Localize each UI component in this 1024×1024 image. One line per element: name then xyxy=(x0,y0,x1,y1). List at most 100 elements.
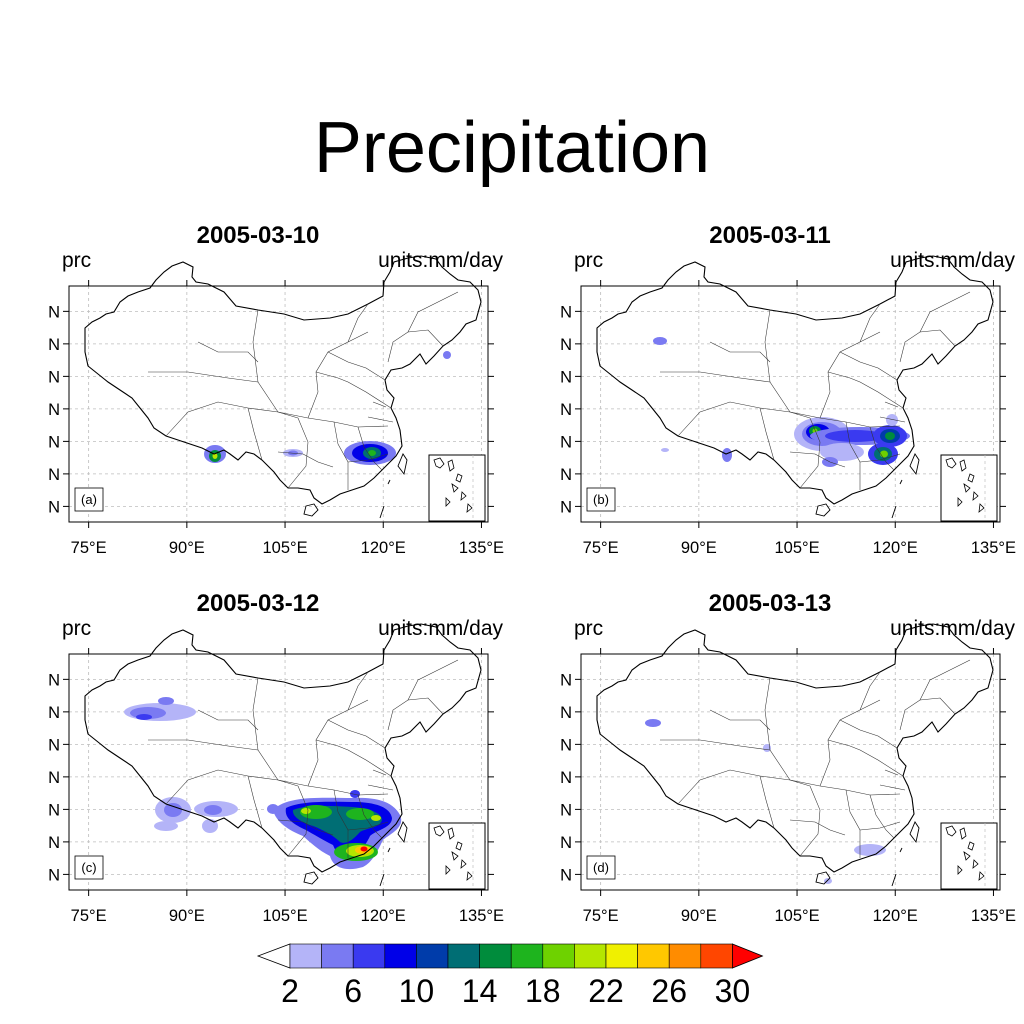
lat-tick-label: 35°N xyxy=(48,769,60,787)
lat-tick-label: 50°N xyxy=(48,671,60,689)
national-border xyxy=(84,623,482,873)
lon-tick-label: 105°E xyxy=(774,539,819,557)
province-border xyxy=(327,719,386,749)
inset-island xyxy=(978,871,985,881)
inset-island xyxy=(466,871,473,881)
panel-date-title: 2005-03-10 xyxy=(196,222,320,249)
panel-tag-text: (c) xyxy=(81,860,96,875)
province-border xyxy=(764,677,791,781)
colorbar-box xyxy=(574,943,607,969)
province-border xyxy=(367,416,394,423)
map-svg-d: 20°N 25°N 30°N 35°N 40°N 45°N 50°N 75°E 90°E 105°… xyxy=(560,623,1016,925)
inset-frame xyxy=(940,822,998,890)
colorbar-box xyxy=(542,943,575,969)
lon-tick-label: 90°E xyxy=(681,539,717,557)
china-boundary xyxy=(84,255,482,519)
lon-tick-label: 135°E xyxy=(459,539,504,557)
lat-tick-label: 30°N xyxy=(48,433,60,451)
coastline-fragment xyxy=(899,479,903,485)
inset-frame xyxy=(428,822,486,890)
hainan-island xyxy=(303,503,319,517)
colorbar-label: 30 xyxy=(715,973,751,1009)
colorbar-label: 26 xyxy=(651,973,687,1009)
province-border xyxy=(819,699,881,787)
province-border xyxy=(764,309,791,413)
province-border xyxy=(660,739,771,751)
province-border xyxy=(919,659,971,701)
coastline-fragment xyxy=(899,847,903,853)
inset-island xyxy=(455,841,463,851)
variable-label: prc xyxy=(62,617,92,640)
lat-tick-label: 35°N xyxy=(560,401,572,419)
province-border xyxy=(307,699,369,787)
inset-island xyxy=(466,503,473,513)
colorbar-box xyxy=(700,943,733,969)
lat-tick-label: 30°N xyxy=(48,801,60,819)
colorbar-box xyxy=(416,943,449,969)
province-border xyxy=(827,739,904,777)
province-border xyxy=(859,671,881,711)
national-border xyxy=(596,623,994,873)
map-svg-b: 20°N 25°N 30°N 35°N 40°N 45°N 50°N 75°E 90°E 105°… xyxy=(560,255,1016,557)
province-border xyxy=(899,697,956,731)
panel-tag-text: (d) xyxy=(593,860,609,875)
province-border xyxy=(709,709,771,731)
lat-tick-label: 45°N xyxy=(48,336,60,354)
province-border xyxy=(287,785,309,857)
main-title: Precipitation xyxy=(313,108,711,188)
province-border xyxy=(333,789,349,858)
coastline-fragment xyxy=(891,505,897,519)
map-svg-a: 20°N 25°N 30°N 35°N 40°N 45°N 50°N 75°E 90°E 105°… xyxy=(48,255,504,557)
lon-tick-label: 90°E xyxy=(169,907,205,925)
south-china-sea-inset xyxy=(428,454,486,522)
lon-tick-label: 90°E xyxy=(169,539,205,557)
lon-tick-label: 75°E xyxy=(71,907,107,925)
colorbar-box xyxy=(510,943,544,969)
precip-contours xyxy=(653,337,910,467)
province-border xyxy=(879,416,906,423)
colorbar-label: 22 xyxy=(588,973,624,1009)
panel-tag-d: (d) xyxy=(586,855,616,880)
map-panel-c: 2005-03-12 prc units:mm/day xyxy=(48,590,518,935)
province-border xyxy=(845,421,861,490)
panel-tag-c: (c) xyxy=(74,855,104,880)
national-border xyxy=(84,255,482,505)
lat-tick-label: 40°N xyxy=(48,736,60,754)
province-border xyxy=(165,769,299,805)
map-svg-c: 20°N 25°N 30°N 35°N 40°N 45°N 50°N 75°E 90°E 105°… xyxy=(48,623,504,925)
china-boundary xyxy=(84,623,482,887)
hainan-island xyxy=(303,871,319,885)
lon-tick-label: 120°E xyxy=(361,907,406,925)
lat-tick-label: 45°N xyxy=(48,704,60,722)
province-border xyxy=(407,291,459,333)
province-border xyxy=(789,451,846,468)
inset-island xyxy=(967,841,975,851)
taiwan-island xyxy=(397,821,408,844)
lat-tick-label: 45°N xyxy=(560,336,572,354)
province-border xyxy=(789,819,846,836)
inset-island xyxy=(447,827,455,840)
province-border xyxy=(677,401,811,437)
china-boundary xyxy=(596,623,994,887)
province-border xyxy=(372,769,387,776)
panel-date-title: 2005-03-12 xyxy=(196,590,320,617)
province-border xyxy=(799,417,821,489)
lat-tick-label: 50°N xyxy=(48,303,60,321)
province-border xyxy=(247,407,263,461)
colorbar-box xyxy=(447,943,480,969)
inset-island xyxy=(460,491,467,501)
colorbar-label: 2 xyxy=(281,973,299,1009)
province-border xyxy=(307,331,369,419)
lat-tick-label: 50°N xyxy=(560,671,572,689)
colorbar-under-triangle xyxy=(256,943,291,969)
province-border xyxy=(315,739,392,777)
lat-tick-label: 30°N xyxy=(560,433,572,451)
inset-island xyxy=(945,457,957,469)
province-border xyxy=(839,351,898,381)
hainan-island xyxy=(815,503,831,517)
inset-island xyxy=(959,459,967,472)
precip-contours xyxy=(204,351,451,465)
gridlines xyxy=(581,654,1000,890)
variable-label: prc xyxy=(574,617,604,640)
map-panel-b: 2005-03-11 prc units:mm/day xyxy=(560,222,1024,567)
